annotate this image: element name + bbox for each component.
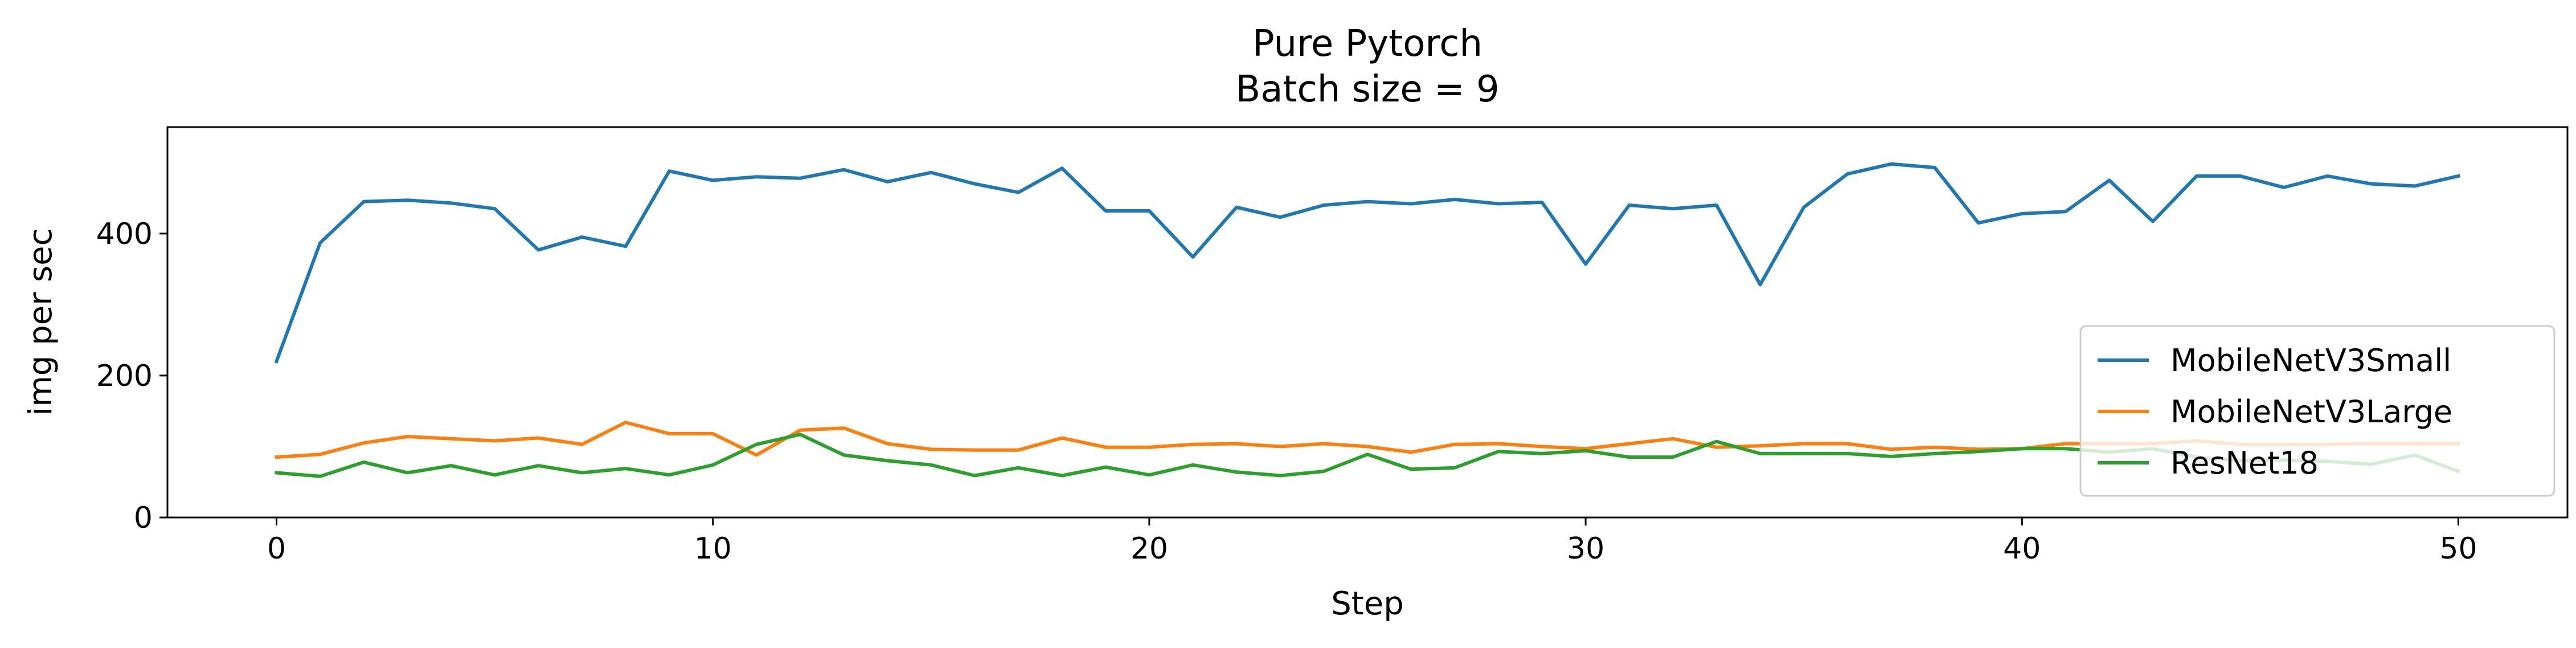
y-axis-label: img per sec	[22, 229, 59, 416]
x-tick-label: 20	[1131, 532, 1168, 566]
legend-label: ResNet18	[2170, 445, 2319, 481]
plot-frame	[166, 126, 2569, 519]
x-tick-label: 50	[2439, 532, 2477, 566]
x-tick-label: 10	[694, 532, 732, 566]
legend-label: MobileNetV3Small	[2170, 343, 2451, 378]
x-axis-label: Step	[1331, 585, 1404, 622]
legend-box	[2079, 325, 2555, 497]
y-tick-label: 200	[96, 359, 153, 393]
legend: MobileNetV3Small MobileNetV3Large ResNet18	[2079, 325, 2555, 497]
y-tick-label: 400	[96, 217, 153, 251]
x-tick-label: 0	[267, 532, 286, 566]
axis-ticks: 0 10 20 30 40 50 0 200 400	[96, 217, 2477, 566]
x-tick-label: 30	[1567, 532, 1604, 566]
chart-subtitle: Batch size = 9	[1235, 68, 1499, 111]
y-tick-label: 0	[134, 501, 153, 535]
chart-title: Pure Pytorch	[1252, 23, 1482, 65]
x-tick-label: 40	[2003, 532, 2041, 566]
series-line-mobilenetv3small	[274, 162, 2461, 364]
legend-label: MobileNetV3Large	[2170, 394, 2452, 430]
